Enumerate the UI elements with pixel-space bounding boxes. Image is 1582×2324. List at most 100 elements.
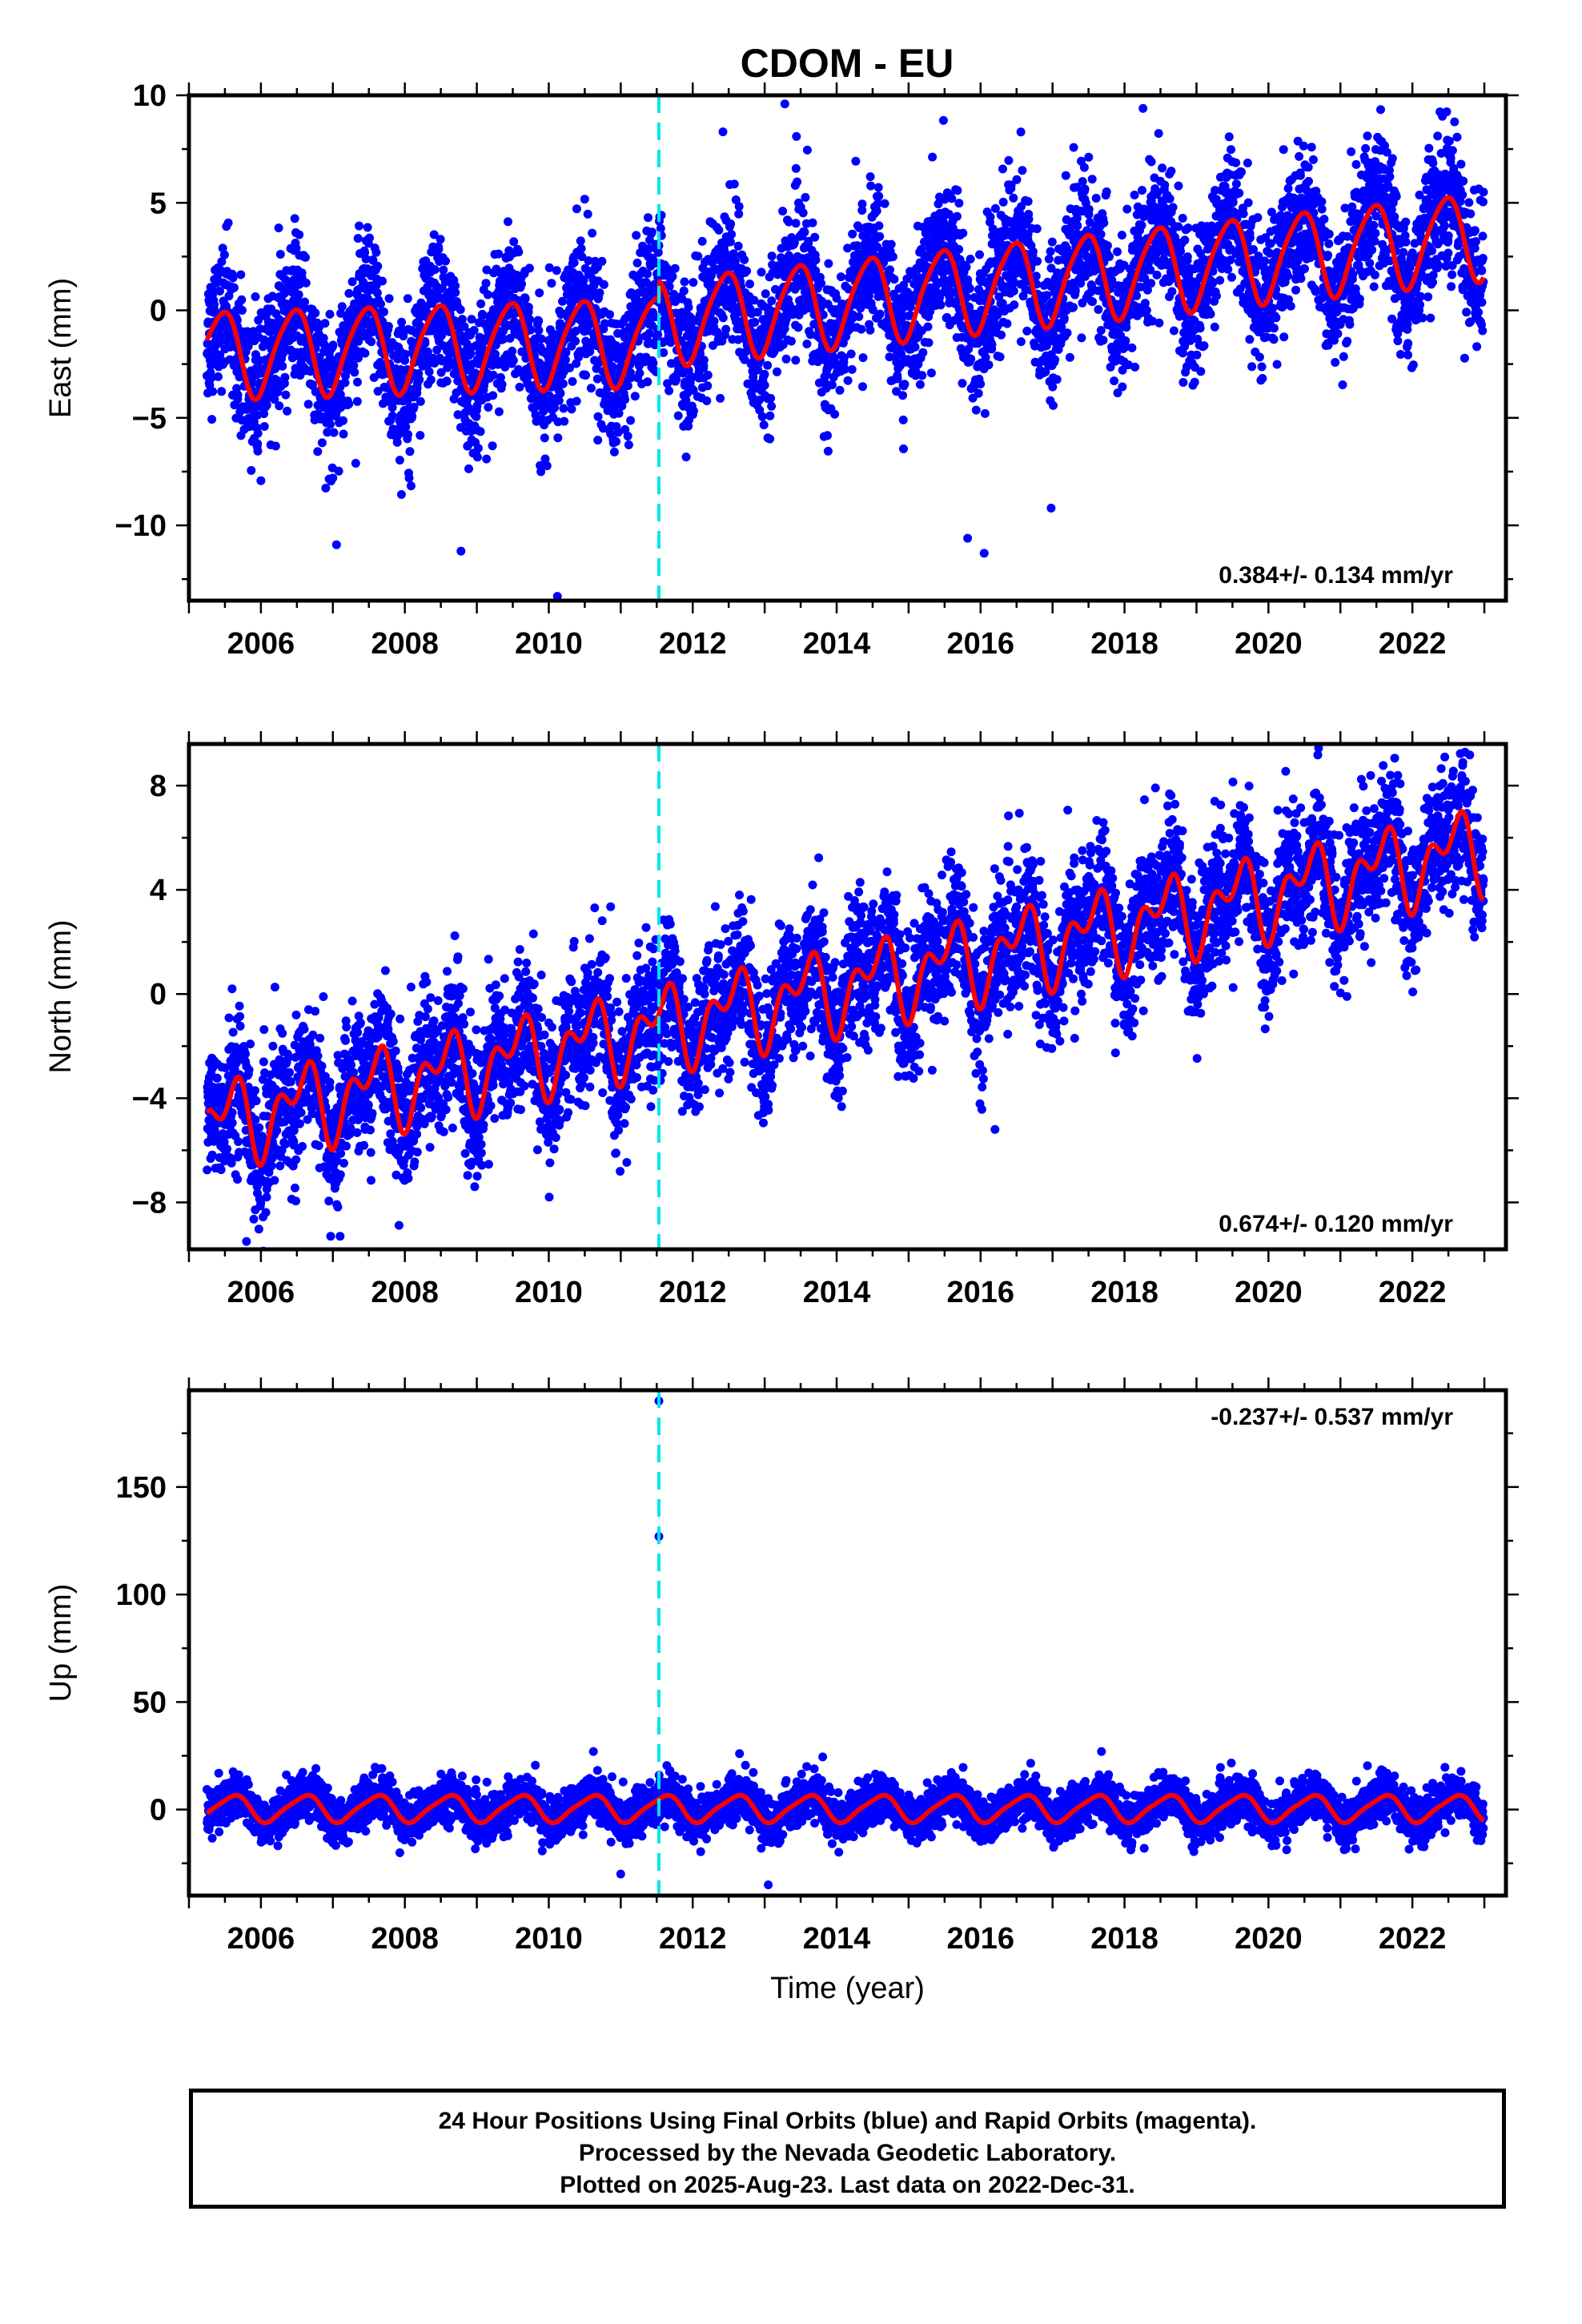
data-point [1283, 271, 1293, 280]
data-point [673, 411, 683, 420]
data-point [408, 412, 417, 420]
data-point [1212, 292, 1221, 300]
data-point [401, 422, 411, 432]
data-point [847, 364, 857, 374]
data-point [721, 324, 731, 334]
data-point [340, 378, 350, 388]
data-point [958, 228, 968, 238]
data-point [954, 199, 964, 208]
data-point [1272, 360, 1282, 369]
data-point [488, 391, 498, 400]
data-point [1166, 167, 1176, 176]
data-point [1174, 181, 1183, 191]
data-point [426, 375, 436, 384]
data-point [1016, 127, 1026, 137]
data-point [387, 411, 397, 420]
data-point [251, 292, 260, 301]
data-point [509, 237, 519, 247]
data-point [851, 156, 861, 166]
data-point [632, 231, 641, 240]
data-point [1165, 194, 1174, 203]
data-point [514, 247, 524, 257]
data-point [1199, 341, 1209, 351]
data-point [593, 412, 603, 421]
data-point [858, 353, 868, 363]
data-point [494, 249, 504, 259]
data-point [1113, 247, 1122, 256]
data-point [1192, 350, 1202, 360]
data-point [583, 209, 592, 219]
data-point [423, 347, 432, 356]
data-point [560, 416, 569, 426]
data-point [1069, 143, 1078, 152]
data-point [403, 294, 412, 304]
data-point [207, 415, 217, 424]
data-point [1304, 176, 1313, 186]
data-point [525, 315, 535, 324]
data-point [791, 356, 801, 365]
data-point [745, 279, 754, 289]
data-point [325, 309, 335, 319]
data-point [976, 380, 986, 388]
data-point [854, 312, 864, 321]
data-point [1269, 324, 1279, 333]
data-point [572, 396, 581, 406]
data-point [886, 239, 896, 249]
data-point [1178, 378, 1188, 387]
data-point [488, 441, 497, 451]
data-point [1127, 343, 1137, 352]
data-point [534, 316, 544, 326]
data-point [556, 388, 565, 398]
data-point [497, 380, 507, 389]
data-point [571, 336, 580, 346]
data-point [396, 490, 406, 499]
data-point [874, 191, 884, 201]
data-point [552, 266, 561, 275]
data-point [1033, 256, 1042, 266]
data-point [572, 204, 581, 214]
data-point [1052, 375, 1062, 384]
data-point [899, 444, 908, 453]
data-point [353, 234, 363, 243]
data-point [765, 411, 775, 420]
data-point [270, 395, 279, 404]
data-point [679, 286, 689, 296]
data-point [750, 317, 760, 327]
data-point [740, 255, 749, 264]
data-point [885, 265, 894, 275]
data-point [1047, 237, 1057, 247]
data-point [767, 401, 777, 411]
data-point [1044, 254, 1054, 263]
data-point [811, 255, 821, 265]
data-point [217, 257, 227, 267]
data-point [328, 340, 338, 350]
data-point [1122, 204, 1132, 214]
data-point [670, 263, 680, 273]
data-point [1206, 309, 1215, 319]
data-point [353, 377, 362, 387]
data-point [974, 388, 983, 398]
data-point [540, 433, 549, 443]
data-point [1087, 175, 1097, 184]
data-point [301, 278, 311, 287]
data-point [980, 408, 990, 418]
data-point [848, 229, 857, 239]
data-point [703, 370, 713, 380]
data-point [208, 387, 218, 396]
data-point [280, 372, 290, 382]
data-point [624, 440, 633, 449]
data-point [1279, 332, 1289, 342]
data-point [1096, 230, 1106, 239]
data-point [924, 338, 934, 348]
data-point [336, 308, 346, 318]
data-point [1102, 187, 1111, 196]
data-point [321, 484, 331, 493]
data-point [714, 225, 724, 235]
data-point [767, 251, 777, 261]
data-point [684, 303, 693, 312]
data-point [281, 390, 291, 400]
data-point [437, 331, 447, 340]
data-point [1167, 287, 1177, 296]
data-point [1084, 152, 1094, 162]
data-point [644, 213, 652, 223]
